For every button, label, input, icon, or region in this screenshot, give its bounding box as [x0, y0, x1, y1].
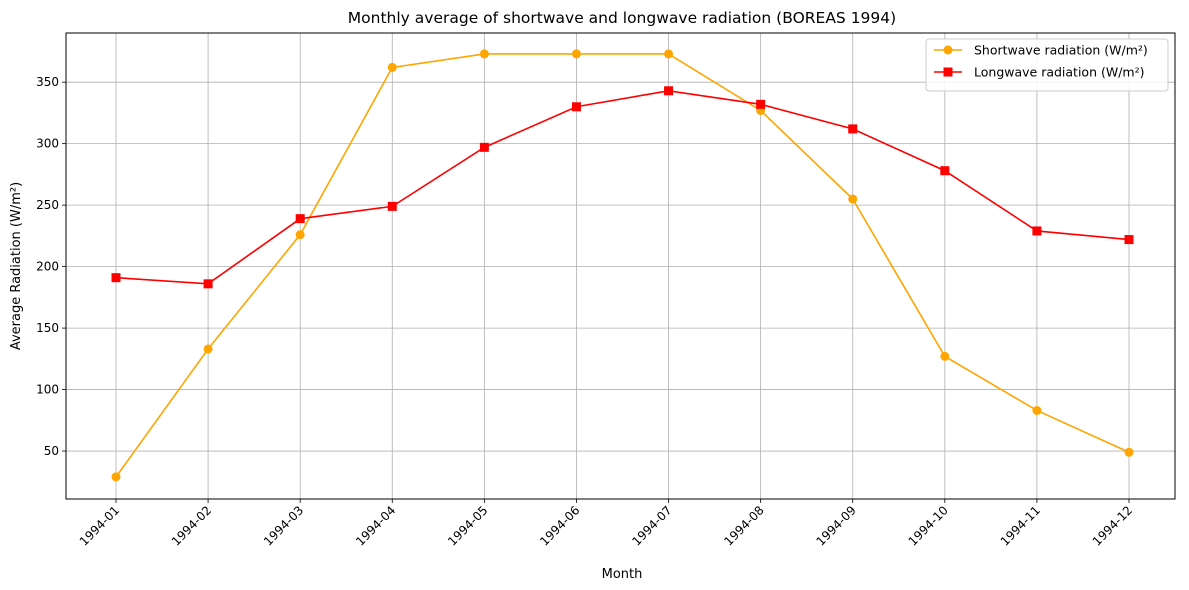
data-point	[295, 230, 305, 240]
x-axis: 1994-01 1994-02 1994-03 1994-04 1994-05 1994-…	[77, 499, 1135, 549]
data-point	[664, 49, 674, 59]
y-tick-label: 50	[44, 444, 59, 458]
legend-label-shortwave: Shortwave radiation (W/m²)	[974, 43, 1148, 58]
y-tick-label: 150	[36, 321, 59, 335]
x-tick-label: 1994-06	[537, 503, 582, 548]
data-point	[1124, 235, 1134, 245]
x-tick-label: 1994-03	[261, 503, 306, 548]
x-tick-label: 1994-01	[77, 503, 122, 548]
data-point	[848, 194, 858, 204]
legend-label-longwave: Longwave radiation (W/m²)	[974, 65, 1145, 80]
x-axis-title: Month	[602, 567, 643, 582]
series-line	[115, 53, 1130, 478]
data-point	[571, 102, 581, 112]
chart-title: Monthly average of shortwave and longwav…	[348, 9, 896, 27]
data-point	[571, 49, 581, 59]
data-point	[387, 62, 397, 72]
series-1	[111, 86, 1134, 289]
x-tick-label: 1994-07	[629, 503, 674, 548]
data-point	[203, 279, 213, 289]
data-point	[111, 273, 121, 283]
series-line	[115, 89, 1130, 285]
x-tick-label: 1994-04	[353, 503, 398, 548]
data-point	[1032, 226, 1042, 236]
x-tick-label: 1994-05	[445, 503, 490, 548]
x-tick-label: 1994-08	[721, 503, 766, 548]
x-tick-label: 1994-02	[169, 503, 214, 548]
data-point	[479, 49, 489, 59]
legend: Shortwave radiation (W/m²) Longwave radi…	[925, 38, 1169, 92]
x-tick-label: 1994-10	[906, 503, 951, 548]
y-tick-label: 100	[36, 383, 59, 397]
data-point	[111, 472, 121, 482]
series-layer	[111, 49, 1134, 482]
data-point	[203, 344, 213, 354]
y-axis-title: Average Radiation (W/m²)	[9, 182, 24, 350]
x-tick-label: 1994-11	[998, 503, 1043, 548]
x-tick-label: 1994-12	[1090, 503, 1135, 548]
data-point	[664, 86, 674, 96]
y-tick-label: 200	[36, 260, 59, 274]
legend-marker-longwave	[943, 67, 953, 77]
data-point	[756, 99, 766, 109]
data-point	[940, 166, 950, 176]
series-0	[111, 49, 1134, 482]
legend-marker-shortwave	[943, 45, 953, 55]
data-point	[387, 201, 397, 211]
data-point	[479, 142, 489, 152]
x-tick-label: 1994-09	[813, 503, 858, 548]
data-point	[1124, 447, 1134, 457]
y-tick-label: 300	[36, 137, 59, 151]
legend-box	[925, 38, 1169, 92]
data-point	[295, 214, 305, 224]
y-tick-label: 350	[36, 75, 59, 89]
y-tick-label: 250	[36, 198, 59, 212]
plot-frame	[65, 32, 1176, 500]
data-point	[940, 351, 950, 361]
data-point	[1032, 405, 1042, 415]
data-point	[848, 124, 858, 134]
y-axis: 50 100 150 200 250 300 350	[36, 75, 66, 458]
